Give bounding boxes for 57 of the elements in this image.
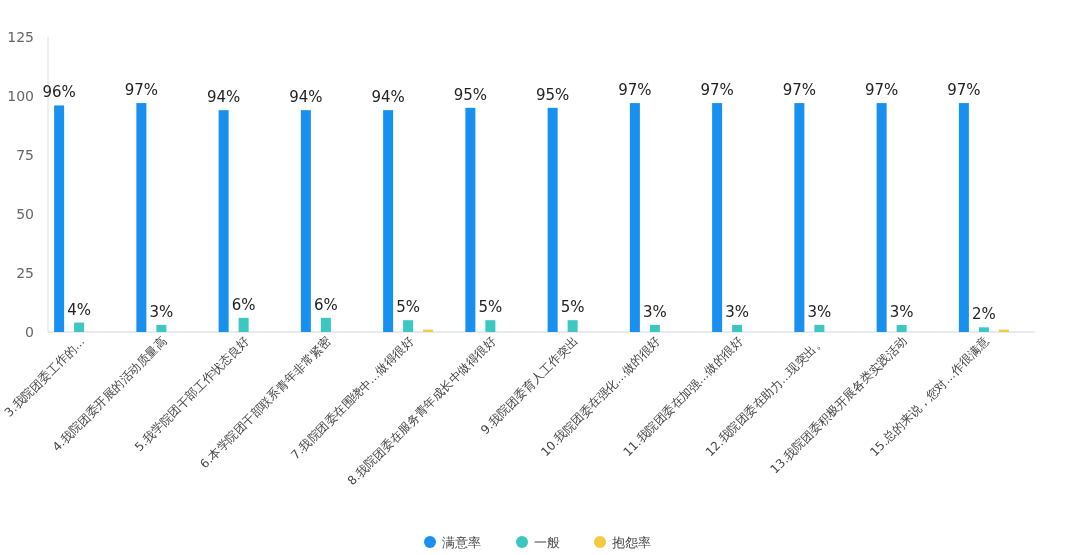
data-label: 97% [864,81,899,100]
bar [649,324,660,332]
bar [238,317,249,332]
bar [629,103,640,332]
data-label: 95% [535,85,570,104]
data-label: 97% [618,81,652,100]
data-label: 95% [453,85,488,104]
data-label: 97% [782,81,817,100]
data-label: 5% [396,298,421,317]
bar [54,105,65,332]
data-label: 6% [231,295,256,314]
data-label: 94% [371,88,405,107]
bar [896,324,907,332]
data-label: 97% [947,81,981,100]
y-tick-label: 25 [16,265,34,281]
bar [732,324,743,332]
bar [320,317,331,332]
bar [300,110,311,332]
data-label: 3% [807,302,832,321]
bar [383,110,394,332]
data-label: 6% [313,295,338,314]
legend-label: 抱怨率 [612,535,651,550]
bar [712,103,723,332]
bar [485,320,496,332]
y-tick-label: 50 [16,206,34,222]
bar [876,103,887,332]
data-label: 96% [42,83,76,102]
bar [74,322,85,332]
data-label: 2% [971,305,996,324]
y-tick-label: 75 [16,147,34,163]
bar [547,107,558,332]
bar [156,324,167,332]
data-label: 94% [289,88,323,107]
data-label: 4% [67,300,92,319]
data-label: 3% [149,302,174,321]
data-label: 5% [560,298,585,317]
bar [978,327,989,332]
legend-label: 满意率 [442,535,481,550]
data-label: 97% [700,81,734,100]
bar [403,320,414,332]
legend-label: 一般 [534,535,560,550]
y-tick-label: 125 [7,29,34,45]
bar [567,320,578,332]
data-label: 94% [206,88,241,107]
data-label: 97% [124,81,159,100]
y-tick-label: 100 [7,88,34,104]
y-tick-label: 0 [25,324,34,340]
bar [794,103,805,332]
bar [814,324,825,332]
data-label: 5% [478,298,503,317]
bar [465,107,476,332]
bar [958,103,969,332]
data-label: 3% [889,302,914,321]
bar [218,110,229,332]
bar [136,103,147,332]
data-label: 3% [642,302,667,321]
data-label: 3% [725,302,750,321]
